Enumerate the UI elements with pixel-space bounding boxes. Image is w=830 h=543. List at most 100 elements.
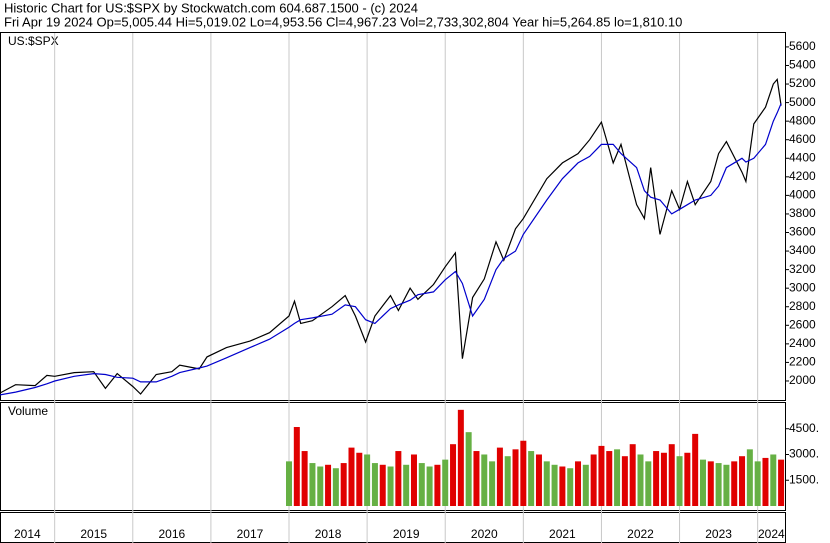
volume-bar [301, 451, 308, 506]
header-title: Historic Chart for US:$SPX by Stockwatch… [4, 0, 418, 15]
volume-bar [371, 463, 378, 506]
y-tick-label: 2800 [789, 299, 816, 313]
volume-bar [457, 409, 464, 506]
y-tick-label: 1500. [789, 472, 819, 486]
volume-bar [489, 461, 496, 506]
volume-bar [309, 463, 316, 506]
volume-bar [598, 445, 605, 506]
x-tick-label: 2022 [627, 527, 654, 541]
volume-bar [332, 468, 339, 506]
volume-bar [715, 463, 722, 506]
volume-bar [668, 444, 675, 506]
volume-panel [0, 402, 786, 511]
volume-bar [512, 449, 519, 506]
volume-bar [770, 454, 777, 506]
volume-bar [293, 427, 300, 506]
y-tick-label: 4500. [789, 421, 819, 435]
volume-bar [426, 466, 433, 506]
y-tick-label: 3600 [789, 225, 816, 239]
volume-bar [465, 432, 472, 506]
volume-bar [707, 461, 714, 506]
x-tick-label: 2016 [158, 527, 185, 541]
y-tick-label: 3000. [789, 447, 819, 461]
volume-bar [317, 466, 324, 506]
volume-bar [543, 461, 550, 506]
x-tick-label: 2018 [315, 527, 342, 541]
x-tick-label: 2024 [758, 527, 785, 541]
y-tick-label: 5600 [789, 39, 816, 53]
price-line [0, 103, 782, 396]
y-tick-label: 3000 [789, 280, 816, 294]
volume-bar [496, 447, 503, 506]
price-panel [0, 32, 786, 401]
volume-bar [739, 456, 746, 506]
y-tick-label: 4600 [789, 132, 816, 146]
y-tick-label: 2400 [789, 336, 816, 350]
volume-bar [582, 464, 589, 506]
volume-bar [590, 454, 597, 506]
volume-bar [684, 452, 691, 506]
volume-bar [348, 447, 355, 506]
volume-bar [481, 454, 488, 506]
volume-bar [559, 466, 566, 506]
volume-bar [762, 457, 769, 506]
volume-bar [379, 464, 386, 506]
y-tick-label: 3200 [789, 262, 816, 276]
volume-bar [520, 440, 527, 506]
volume-bar [364, 454, 371, 506]
y-tick-label: 3400 [789, 243, 816, 257]
volume-bar [676, 456, 683, 506]
volume-bar [535, 454, 542, 506]
volume-bar [410, 454, 417, 506]
volume-bar [629, 444, 636, 506]
y-tick-label: 2600 [789, 317, 816, 331]
volume-bar [551, 464, 558, 506]
volume-bar [637, 454, 644, 506]
y-tick-label: 5400 [789, 58, 816, 72]
x-tick-label: 2023 [705, 527, 732, 541]
y-tick-label: 2000 [789, 373, 816, 387]
y-tick-label: 4400 [789, 150, 816, 164]
y-tick-label: 3800 [789, 206, 816, 220]
volume-bar [567, 468, 574, 506]
price-line [0, 78, 782, 395]
x-tick-label: 2020 [471, 527, 498, 541]
volume-bar [699, 459, 706, 506]
x-tick-label: 2014 [14, 527, 41, 541]
y-tick-label: 2200 [789, 355, 816, 369]
volume-bar [746, 449, 753, 506]
volume-bar [403, 464, 410, 506]
y-tick-label: 4800 [789, 113, 816, 127]
volume-bar [473, 451, 480, 506]
volume-bar [614, 449, 621, 506]
volume-bar [504, 456, 511, 506]
y-tick-label: 5000 [789, 95, 816, 109]
header-quote: Fri Apr 19 2024 Op=5,005.44 Hi=5,019.02 … [4, 14, 682, 29]
volume-bar [395, 451, 402, 506]
volume-bar [660, 452, 667, 506]
volume-bar [528, 451, 535, 506]
volume-bar [778, 459, 785, 506]
volume-bar [731, 461, 738, 506]
volume-bar [621, 456, 628, 506]
volume-bar [418, 463, 425, 506]
volume-bar [356, 452, 363, 506]
volume-bar [653, 451, 660, 506]
volume-bar [387, 466, 394, 506]
x-tick-label: 2015 [80, 527, 107, 541]
volume-bar [442, 459, 449, 506]
volume-bar [606, 451, 613, 506]
price-label: US:$SPX [8, 34, 59, 48]
y-tick-label: 4200 [789, 169, 816, 183]
x-tick-label: 2017 [237, 527, 264, 541]
volume-bar [340, 463, 347, 506]
y-tick-label: 4000 [789, 188, 816, 202]
volume-bar [692, 433, 699, 506]
x-tick-label: 2021 [549, 527, 576, 541]
volume-bar [450, 444, 457, 506]
volume-bar [575, 461, 582, 506]
volume-bar [286, 461, 293, 506]
volume-bar [645, 461, 652, 506]
